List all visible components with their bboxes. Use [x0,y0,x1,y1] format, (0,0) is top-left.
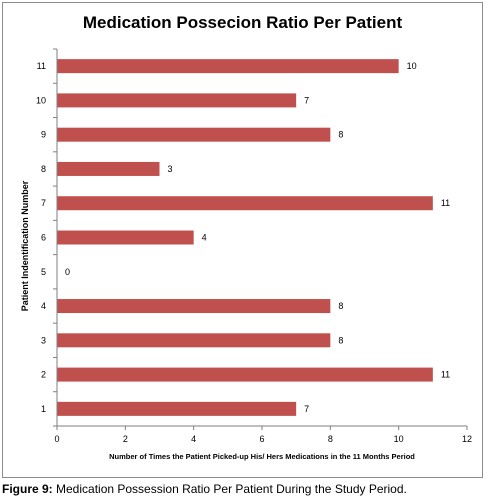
bars-layer [57,59,433,416]
bar-patient-6 [57,230,194,245]
y-tick-label-4: 4 [41,301,46,311]
figure-caption-text: Medication Possession Ratio Per Patient … [52,482,407,496]
chart-title: Medication Possecion Ratio Per Patient [82,13,403,32]
y-tick-label-8: 8 [41,164,46,174]
data-label-patient-9: 8 [338,130,343,140]
x-tick-label-6: 6 [259,434,264,444]
y-tick-label-11: 11 [37,61,46,71]
bar-patient-8 [57,161,160,176]
bar-patient-2 [57,367,433,382]
x-tick-label-8: 8 [328,434,333,444]
y-tick-label-9: 9 [41,130,46,140]
x-axis-title: Number of Times the Patient Picked-up Hi… [109,452,415,461]
data-label-patient-4: 8 [338,301,343,311]
data-label-patient-11: 10 [407,61,417,71]
data-label-patient-5: 0 [65,267,70,277]
data-label-patient-1: 7 [304,404,309,414]
y-tick-label-2: 2 [41,370,46,380]
x-tick-label-10: 10 [394,434,404,444]
bar-patient-1 [57,401,297,416]
figure-caption-label: Figure 9: [2,482,53,496]
data-label-patient-3: 8 [338,335,343,345]
bar-patient-3 [57,333,331,348]
axes-layer: 0 2 4 6 8 10 12 [53,48,472,444]
data-label-patient-10: 7 [304,95,309,105]
bar-patient-9 [57,127,331,142]
y-tick-label-7: 7 [41,198,46,208]
data-label-patient-8: 3 [168,164,173,174]
data-label-patient-2: 11 [441,370,450,380]
data-label-patient-7: 11 [441,198,450,208]
y-tick-label-3: 3 [41,335,46,345]
bar-patient-10 [57,93,297,108]
figure-caption: Figure 9: Medication Possession Ratio Pe… [2,482,407,496]
y-tick-label-1: 1 [41,404,46,414]
bar-patient-11 [57,59,399,74]
bar-patient-4 [57,299,331,314]
data-label-patient-6: 4 [202,233,207,243]
y-tick-label-5: 5 [41,267,46,277]
x-tick-label-2: 2 [123,434,128,444]
x-tick-label-12: 12 [462,434,472,444]
y-tick-label-10: 10 [36,95,46,105]
y-tick-label-6: 6 [41,233,46,243]
x-tick-label-4: 4 [191,434,196,444]
bar-patient-7 [57,196,433,211]
x-tick-label-0: 0 [54,434,59,444]
